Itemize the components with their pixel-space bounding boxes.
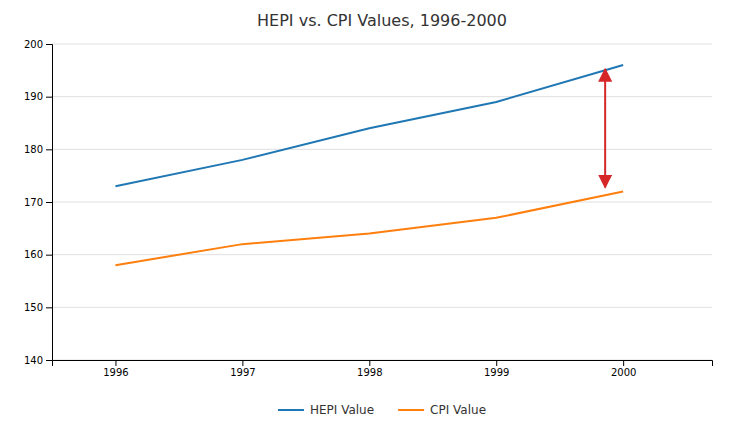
x-tick-label: 1999 xyxy=(484,367,509,378)
series-line xyxy=(115,65,623,186)
x-tick-label: 1998 xyxy=(357,367,382,378)
y-tick: 180 xyxy=(24,144,52,155)
grid-line xyxy=(52,44,712,45)
legend-item: HEPI Value xyxy=(278,403,374,417)
x-axis: 1996 1997 1998 1999 2000 xyxy=(53,360,713,378)
grid-line xyxy=(52,254,712,255)
x-tick-mark xyxy=(369,360,370,366)
x-tick: 1997 xyxy=(230,360,255,378)
y-tick-mark xyxy=(46,307,52,308)
title: HEPI vs. CPI Values, 1996-2000 xyxy=(257,11,507,30)
y-tick: 150 xyxy=(24,302,52,313)
grid-line xyxy=(52,307,712,308)
y-axis-line xyxy=(46,45,53,361)
x-tick: 1998 xyxy=(357,360,382,378)
y-tick-label: 170 xyxy=(24,197,43,208)
series-line xyxy=(115,191,623,265)
plot: 1996 1997 1998 1999 2000 140 150 160 170 180 190 20… xyxy=(24,39,713,378)
grid-line xyxy=(52,202,712,203)
y-tick-label: 150 xyxy=(24,302,43,313)
grid-line xyxy=(52,149,712,150)
y-tick-label: 140 xyxy=(24,355,43,366)
legend-swatch xyxy=(278,409,304,411)
x-tick-mark xyxy=(115,360,116,366)
legend: HEPI Value CPI Value xyxy=(278,403,486,417)
y-tick-label: 180 xyxy=(24,144,43,155)
chart: 1996 1997 1998 1999 2000 140 150 160 170 180 190 20… xyxy=(0,0,740,432)
x-tick-mark xyxy=(623,360,624,366)
legend-item: CPI Value xyxy=(398,403,486,417)
y-axis: 140 150 160 170 180 190 200 xyxy=(24,39,53,366)
x-tick: 1999 xyxy=(484,360,509,378)
x-tick: 2000 xyxy=(611,360,636,378)
y-tick: 140 xyxy=(24,355,52,366)
grid xyxy=(52,44,712,360)
x-tick: 1996 xyxy=(103,360,128,378)
y-tick-mark xyxy=(46,97,52,98)
y-tick-mark xyxy=(46,360,52,361)
x-tick-label: 2000 xyxy=(611,367,636,378)
y-tick-label: 190 xyxy=(24,91,43,102)
x-tick-mark xyxy=(242,360,243,366)
x-tick-label: 1997 xyxy=(230,367,255,378)
legend-label: CPI Value xyxy=(430,403,486,417)
marks xyxy=(115,65,623,265)
y-tick: 190 xyxy=(24,91,52,102)
y-tick-label: 200 xyxy=(24,39,43,50)
grid-line xyxy=(52,96,712,97)
x-tick-label: 1996 xyxy=(103,367,128,378)
x-axis-line xyxy=(53,361,713,367)
x-tick-mark xyxy=(496,360,497,366)
gap-arrow xyxy=(604,69,606,187)
y-tick-mark xyxy=(46,202,52,203)
y-tick: 160 xyxy=(24,249,52,260)
y-tick-label: 160 xyxy=(24,249,43,260)
legend-label: HEPI Value xyxy=(310,403,374,417)
y-tick: 170 xyxy=(24,197,52,208)
y-tick-mark xyxy=(46,44,52,45)
y-tick-mark xyxy=(46,255,52,256)
y-tick: 200 xyxy=(24,39,52,50)
legend-swatch xyxy=(398,409,424,411)
y-tick-mark xyxy=(46,149,52,150)
